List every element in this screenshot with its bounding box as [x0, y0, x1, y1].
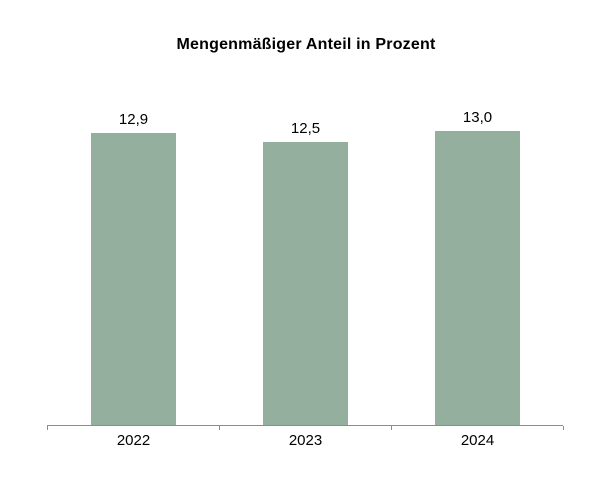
bar-value-label: 12,5	[290, 120, 321, 137]
x-axis-label: 2024	[460, 432, 495, 449]
bar	[435, 131, 520, 425]
x-axis-tick	[391, 426, 392, 430]
bar	[263, 142, 348, 425]
x-axis-line	[47, 425, 563, 426]
bar-value-label: 13,0	[462, 109, 493, 126]
x-axis-tick	[219, 426, 220, 430]
x-axis-tick	[47, 426, 48, 430]
bar-value-label: 12,9	[118, 111, 149, 128]
x-axis-label: 2023	[288, 432, 323, 449]
x-axis-tick	[563, 426, 564, 430]
chart-title: Mengenmäßiger Anteil in Prozent	[176, 36, 436, 53]
bar	[91, 133, 176, 425]
x-axis-label: 2022	[116, 432, 151, 449]
